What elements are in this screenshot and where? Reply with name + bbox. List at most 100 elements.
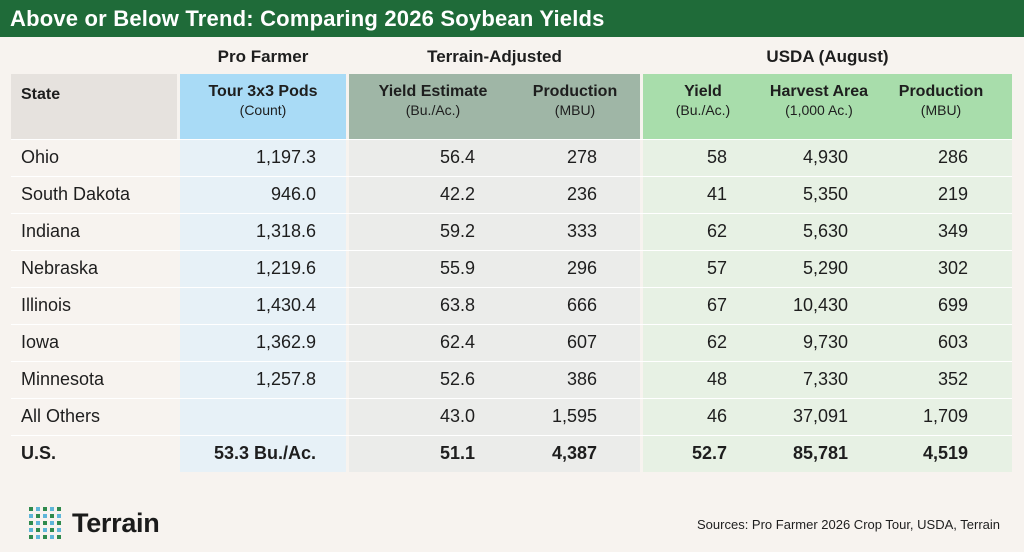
cell-usda-harvest-area: 5,630 (802, 221, 848, 241)
column-header-state: State (21, 86, 61, 103)
logo-dot (50, 514, 54, 518)
cell-tour-pods: 1,197.3 (255, 147, 316, 167)
cell-usda-harvest-area: 5,350 (802, 184, 848, 204)
header-divider (11, 139, 1012, 140)
logo-dot (36, 528, 40, 532)
cell-state: South Dakota (21, 184, 131, 204)
cell-usda-production: 603 (937, 332, 968, 352)
column-header-usda-production: Production (MBU) (886, 82, 996, 120)
logo-dot (43, 507, 47, 511)
cell-usda-yield: 67 (706, 295, 727, 315)
cell-usda-harvest-area: 37,091 (792, 406, 848, 426)
cell-state: Indiana (21, 221, 81, 241)
dot-grid-icon (29, 507, 61, 539)
cell-terrain-yield: 52.6 (439, 369, 475, 389)
cell-tour-pods: 946.0 (270, 184, 316, 204)
cell-state: Nebraska (21, 258, 99, 278)
source-note: Sources: Pro Farmer 2026 Crop Tour, USDA… (697, 517, 1000, 532)
terrain-column-bg (349, 139, 640, 472)
logo-dot (29, 521, 33, 525)
group-header-usda: USDA (August) (766, 47, 889, 66)
cell-terrain-yield: 59.2 (439, 221, 475, 241)
cell-usda-yield: 62 (706, 221, 727, 241)
cell-usda-yield: 46 (706, 406, 727, 426)
row-divider (11, 213, 1012, 214)
logo-dot (29, 507, 33, 511)
column-header-usda-harvest-area: Harvest Area (1,000 Ac.) (757, 82, 881, 120)
cell-terrain-production: 296 (566, 258, 597, 278)
cell-terrain-yield: 56.4 (439, 147, 475, 167)
logo-dot (50, 507, 54, 511)
cell-terrain-yield: 42.2 (439, 184, 475, 204)
cell-usda-yield: 57 (706, 258, 727, 278)
cell-terrain-production: 607 (566, 332, 597, 352)
cell-terrain-production: 1,595 (551, 406, 597, 426)
cell-usda-production: 286 (937, 147, 968, 167)
cell-terrain-yield: 43.0 (439, 406, 475, 426)
cell-terrain-production: 333 (566, 221, 597, 241)
logo-dot (43, 535, 47, 539)
cell-usda-harvest-area: 10,430 (792, 295, 848, 315)
column-header-main: Yield (684, 83, 722, 100)
column-header-unit: (Bu./Ac.) (675, 102, 731, 118)
column-header-unit: (Bu./Ac.) (405, 102, 461, 118)
cell-terrain-production: 386 (566, 369, 597, 389)
column-header-tour-pods: Tour 3x3 Pods (Count) (184, 82, 342, 120)
row-divider (11, 287, 1012, 288)
logo-dot (43, 528, 47, 532)
column-header-main: Tour 3x3 Pods (208, 83, 318, 100)
cell-terrain-production: 666 (566, 295, 597, 315)
cell-usda-production: 699 (937, 295, 968, 315)
cell-tour-pods: 1,430.4 (255, 295, 316, 315)
cell-usda-production: 349 (937, 221, 968, 241)
cell-tour-pods: 53.3 Bu./Ac. (213, 443, 316, 463)
cell-usda-harvest-area: 85,781 (792, 443, 848, 463)
column-header-main: Yield Estimate (378, 83, 488, 100)
row-divider (11, 435, 1012, 436)
row-divider (11, 398, 1012, 399)
cell-usda-harvest-area: 4,930 (802, 147, 848, 167)
cell-tour-pods: 1,257.8 (255, 369, 316, 389)
cell-terrain-production: 278 (566, 147, 597, 167)
terrain-logo-text: Terrain (72, 508, 160, 538)
cell-usda-yield: 48 (706, 369, 727, 389)
cell-usda-production: 352 (937, 369, 968, 389)
cell-tour-pods: 1,219.6 (255, 258, 316, 278)
column-header-main: Production (898, 83, 984, 100)
cell-usda-yield: 58 (706, 147, 727, 167)
logo-dot (36, 521, 40, 525)
logo-dot (57, 535, 61, 539)
logo-dot (57, 521, 61, 525)
cell-usda-harvest-area: 7,330 (802, 369, 848, 389)
logo-dot (29, 535, 33, 539)
cell-state: Ohio (21, 147, 60, 167)
logo-dot (50, 521, 54, 525)
cell-state: Minnesota (21, 369, 105, 389)
logo-dot (57, 507, 61, 511)
cell-usda-production: 219 (937, 184, 968, 204)
column-header-main: Harvest Area (769, 83, 869, 100)
usda-column-bg (643, 139, 1012, 472)
row-divider (11, 176, 1012, 177)
column-header-unit: (MBU) (920, 102, 962, 118)
cell-usda-yield: 41 (706, 184, 727, 204)
row-divider (11, 361, 1012, 362)
state-header-bg (11, 74, 177, 139)
logo-dot (36, 535, 40, 539)
chart-title: Above or Below Trend: Comparing 2026 Soy… (0, 0, 1024, 37)
logo-dot (29, 514, 33, 518)
cell-usda-production: 4,519 (922, 443, 968, 463)
usda-header-bg (643, 74, 1012, 139)
cell-usda-yield: 52.7 (691, 443, 727, 463)
logo-dot (36, 507, 40, 511)
column-header-terrain-production: Production (MBU) (515, 82, 635, 120)
logo-dot (43, 521, 47, 525)
terrain-header-bg (349, 74, 640, 139)
column-header-unit: (1,000 Ac.) (785, 102, 853, 118)
logo-dot (57, 528, 61, 532)
column-header-terrain-yield: Yield Estimate (Bu./Ac.) (358, 82, 508, 120)
cell-terrain-yield: 63.8 (439, 295, 475, 315)
logo-dot (50, 535, 54, 539)
cell-usda-harvest-area: 5,290 (802, 258, 848, 278)
cell-state: U.S. (21, 443, 57, 463)
